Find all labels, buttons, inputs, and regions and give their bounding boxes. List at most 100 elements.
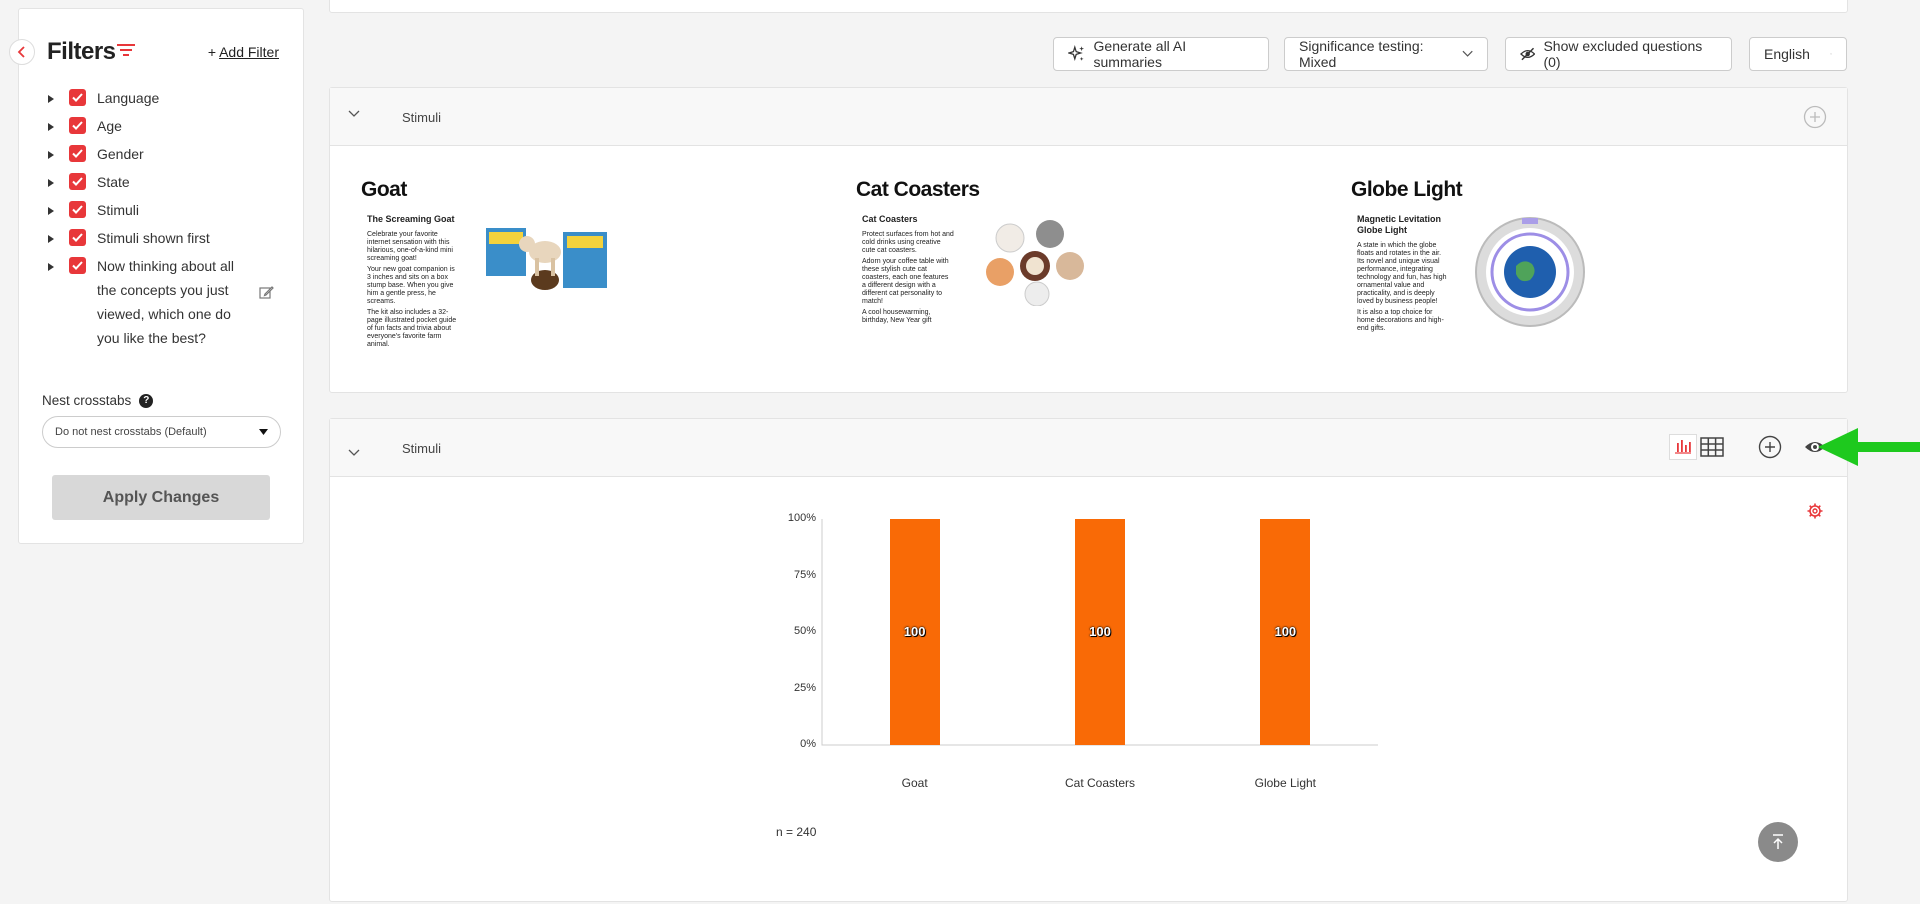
apply-changes-button[interactable]: Apply Changes xyxy=(52,475,270,520)
y-tick-label: 25% xyxy=(793,681,816,694)
language-select[interactable]: English xyxy=(1749,37,1847,71)
gear-icon[interactable] xyxy=(1807,503,1823,519)
checkbox[interactable] xyxy=(69,257,86,274)
filter-list: Language Age Gender State Stimuli Stimul… xyxy=(47,89,287,350)
doc-line: Adorn your coffee table with these styli… xyxy=(862,258,949,305)
chevron-left-icon xyxy=(17,46,25,58)
nest-crosstabs-text: Nest crosstabs xyxy=(42,393,132,408)
add-circle-icon[interactable] xyxy=(1803,105,1827,129)
sparkles-icon xyxy=(1068,45,1085,62)
card-title: Stimuli xyxy=(402,441,442,456)
doc-line: Your new goat companion is 3 inches and … xyxy=(367,266,455,305)
caret-right-icon[interactable] xyxy=(47,179,55,187)
bar[interactable] xyxy=(889,519,940,745)
bar-chart-view-icon[interactable] xyxy=(1669,434,1697,460)
checkbox[interactable] xyxy=(69,145,86,162)
caret-right-icon[interactable] xyxy=(47,123,55,131)
show-excluded-questions-button[interactable]: Show excluded questions (0) xyxy=(1505,37,1732,71)
stimulus-goat: Goat The Screaming Goat Celebrate your f… xyxy=(361,178,661,358)
filter-item-best-concept[interactable]: Now thinking about all the concepts you … xyxy=(47,257,287,350)
stimuli-chart-card: Stimuli 0% 25% 50% 75% 100% 100 Goat xyxy=(329,418,1848,902)
caret-right-icon[interactable] xyxy=(47,263,55,271)
checkbox[interactable] xyxy=(69,201,86,218)
significance-testing-select[interactable]: Significance testing: Mixed xyxy=(1284,37,1488,71)
filters-panel: Filters + Add Filter Language Age Gender… xyxy=(9,8,304,544)
filter-label: Now thinking about all the concepts you … xyxy=(97,258,234,346)
x-tick-label: Cat Coasters xyxy=(1064,776,1136,790)
checkbox[interactable] xyxy=(69,89,86,106)
cat-coasters-image xyxy=(986,220,1084,306)
edit-icon[interactable] xyxy=(259,285,274,300)
doc-line: Protect surfaces from hot and cold drink… xyxy=(862,231,954,254)
caret-right-icon[interactable] xyxy=(47,151,55,159)
bar[interactable] xyxy=(1075,519,1125,745)
x-tick-label: Goat xyxy=(901,776,928,790)
filter-item-age[interactable]: Age xyxy=(47,117,287,145)
add-filter-link[interactable]: + Add Filter xyxy=(208,44,279,60)
stimuli-card: Stimuli Goat The Screaming Goat Celebrat… xyxy=(329,87,1848,393)
filter-item-language[interactable]: Language xyxy=(47,89,287,117)
nest-crosstabs-select[interactable]: Do not nest crosstabs (Default) xyxy=(42,416,281,448)
y-tick-label: 0% xyxy=(800,738,816,750)
stimulus-cat-coasters: Cat Coasters Cat Coasters Protect surfac… xyxy=(856,178,1156,358)
doc-line: A cool housewarming, birthday, New Year … xyxy=(862,309,932,324)
scroll-to-top-button[interactable] xyxy=(1758,822,1798,862)
chevron-down-icon xyxy=(1462,50,1473,57)
previous-card-edge xyxy=(329,0,1848,13)
caret-right-icon[interactable] xyxy=(47,207,55,215)
eye-slash-icon xyxy=(1520,47,1536,61)
nest-select-value: Do not nest crosstabs (Default) xyxy=(55,426,207,438)
help-icon[interactable]: ? xyxy=(139,393,154,408)
checkbox[interactable] xyxy=(69,229,86,246)
stimuli-card-header: Stimuli xyxy=(330,88,1847,146)
arrow-up-icon xyxy=(1773,834,1783,849)
check-icon xyxy=(72,121,83,130)
chevron-down-icon[interactable] xyxy=(348,449,360,457)
eye-icon[interactable] xyxy=(1804,440,1826,454)
doc-line: Celebrate your favorite internet sensati… xyxy=(367,231,453,262)
chart-card-header: Stimuli xyxy=(330,419,1847,477)
add-filter-label: Add Filter xyxy=(219,44,279,60)
stimulus-name: Cat Coasters xyxy=(856,178,980,201)
x-tick-label: Globe Light xyxy=(1254,776,1317,790)
plus-icon: + xyxy=(207,44,217,60)
generate-ai-label: Generate all AI summaries xyxy=(1093,38,1187,70)
checkbox[interactable] xyxy=(69,117,86,134)
filter-item-gender[interactable]: Gender xyxy=(47,145,287,173)
table-view-icon[interactable] xyxy=(1700,437,1724,457)
filter-label: Stimuli xyxy=(97,202,140,218)
filter-lines-icon[interactable] xyxy=(117,43,135,57)
collapse-sidebar-button[interactable] xyxy=(9,39,35,65)
checkbox[interactable] xyxy=(69,173,86,190)
caret-right-icon[interactable] xyxy=(47,235,55,243)
bar[interactable] xyxy=(1260,519,1311,745)
filter-label: Language xyxy=(97,90,160,106)
y-tick-label: 100% xyxy=(787,512,816,524)
stimulus-globe-light: Globe Light Magnetic Levitation Globe Li… xyxy=(1351,178,1651,358)
filter-item-state[interactable]: State xyxy=(47,173,287,201)
filter-label: Gender xyxy=(97,146,144,162)
filter-item-stimuli[interactable]: Stimuli xyxy=(47,201,287,229)
chevron-down-icon[interactable] xyxy=(348,110,360,118)
doc-title: Magnetic Levitation Globe Light xyxy=(1357,214,1442,235)
doc-line: The kit also includes a 32-page illustra… xyxy=(367,309,457,348)
check-icon xyxy=(72,261,83,270)
filters-title: Filters xyxy=(47,38,116,65)
bar-chart: 0% 25% 50% 75% 100% 100 Goat 100 Cat Coasters 100… xyxy=(330,477,1847,897)
generate-ai-summaries-button[interactable]: Generate all AI summaries xyxy=(1053,37,1269,71)
doc-title: The Screaming Goat xyxy=(367,214,455,224)
doc-line: It is also a top choice for home decorat… xyxy=(1357,309,1444,332)
chevron-down-icon xyxy=(1830,53,1832,55)
add-circle-icon[interactable] xyxy=(1758,435,1782,459)
stimulus-document: Cat Coasters Protect surfaces from hot a… xyxy=(862,214,954,328)
stimulus-document: Magnetic Levitation Globe Light A state … xyxy=(1357,214,1449,336)
filter-item-stimuli-shown-first[interactable]: Stimuli shown first xyxy=(47,229,287,257)
stimulus-document: The Screaming Goat Celebrate your favori… xyxy=(367,214,459,352)
chart-axes xyxy=(821,519,1378,746)
triangle-down-icon xyxy=(259,429,268,435)
caret-right-icon[interactable] xyxy=(47,95,55,103)
check-icon xyxy=(72,93,83,102)
green-arrow-annotation xyxy=(1818,428,1920,466)
goat-product-image xyxy=(486,228,607,290)
card-title: Stimuli xyxy=(402,110,442,125)
